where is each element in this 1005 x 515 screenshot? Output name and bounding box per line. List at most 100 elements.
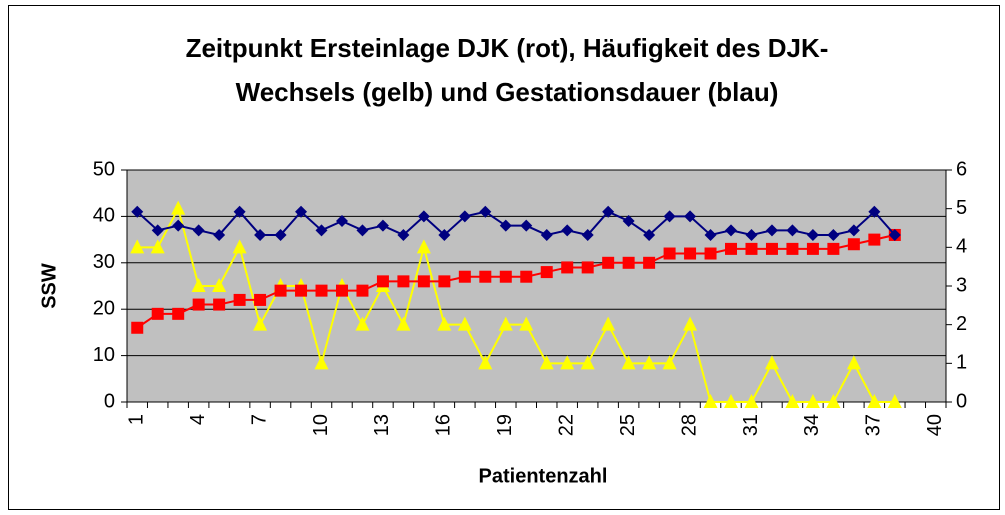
marker (602, 256, 615, 269)
marker (376, 219, 389, 232)
marker (479, 205, 492, 218)
marker (867, 394, 882, 408)
marker (151, 307, 164, 320)
marker (622, 215, 635, 228)
y2-tick-label: 2 (956, 313, 967, 335)
marker (827, 228, 840, 241)
marker (786, 242, 799, 255)
marker (745, 228, 758, 241)
x-tick-label: 28 (678, 414, 700, 436)
marker (560, 355, 575, 370)
marker (397, 275, 410, 288)
marker (580, 355, 595, 370)
marker (438, 228, 451, 241)
x-tick-label: 37 (863, 414, 885, 436)
marker (581, 261, 594, 274)
marker (499, 270, 512, 283)
marker (172, 219, 185, 232)
marker (540, 228, 553, 241)
marker (826, 394, 841, 408)
x-tick-label: 4 (187, 414, 209, 425)
marker (131, 205, 144, 218)
y2-tick-label: 0 (956, 390, 967, 412)
marker (356, 284, 369, 297)
marker (130, 239, 145, 254)
marker (806, 242, 819, 255)
marker (417, 210, 430, 223)
marker (314, 355, 329, 370)
marker (335, 215, 348, 228)
series-line (137, 205, 895, 403)
marker (397, 228, 410, 241)
marker (253, 316, 268, 331)
x-tick-label: 34 (801, 414, 823, 436)
marker (764, 355, 779, 370)
marker (458, 270, 471, 283)
marker (416, 239, 431, 254)
marker (704, 247, 717, 260)
y2-tick-label: 3 (956, 274, 967, 296)
marker (232, 239, 247, 254)
marker (601, 316, 616, 331)
marker (356, 224, 369, 237)
marker (437, 316, 452, 331)
marker (725, 242, 738, 255)
marker (191, 278, 206, 292)
marker (684, 247, 697, 260)
marker (499, 219, 512, 232)
marker (805, 394, 820, 408)
marker (643, 256, 656, 269)
marker (602, 205, 615, 218)
marker (765, 224, 778, 237)
marker (642, 355, 657, 370)
marker (744, 394, 759, 408)
marker (846, 355, 861, 370)
marker (887, 394, 902, 408)
y2-tick-label: 6 (956, 158, 967, 180)
marker (519, 316, 534, 331)
x-tick-label: 13 (371, 414, 393, 436)
marker (254, 228, 267, 241)
marker (847, 238, 860, 251)
x-tick-label: 19 (494, 414, 516, 436)
marker (458, 210, 471, 223)
marker (725, 224, 738, 237)
x-tick-label: 22 (555, 414, 577, 436)
y2-tick-label: 1 (956, 352, 967, 374)
x-tick-label: 10 (310, 414, 332, 436)
marker (498, 316, 513, 331)
marker (520, 219, 533, 232)
marker (233, 293, 246, 306)
marker (621, 355, 636, 370)
marker (683, 316, 698, 331)
x-tick-label: 40 (924, 414, 946, 436)
marker (478, 355, 493, 370)
marker (192, 298, 205, 311)
x-tick-label: 31 (740, 414, 762, 436)
marker (663, 247, 676, 260)
y-tick-label: 20 (93, 297, 115, 319)
chart-title: Zeitpunkt Ersteinlage DJK (rot), Häufigk… (185, 33, 829, 107)
marker (274, 228, 287, 241)
marker (150, 239, 165, 254)
marker (171, 200, 186, 215)
marker (192, 224, 205, 237)
marker (131, 321, 144, 334)
marker (765, 242, 778, 255)
marker (172, 307, 185, 320)
marker (520, 270, 533, 283)
marker (561, 224, 574, 237)
marker (724, 394, 739, 408)
marker (151, 224, 164, 237)
y-tick-label: 30 (93, 251, 115, 273)
marker (868, 205, 881, 218)
marker (662, 355, 677, 370)
marker (376, 275, 389, 288)
marker (745, 242, 758, 255)
marker (315, 284, 328, 297)
marker (663, 210, 676, 223)
marker (785, 394, 800, 408)
marker (315, 224, 328, 237)
marker (888, 228, 901, 241)
